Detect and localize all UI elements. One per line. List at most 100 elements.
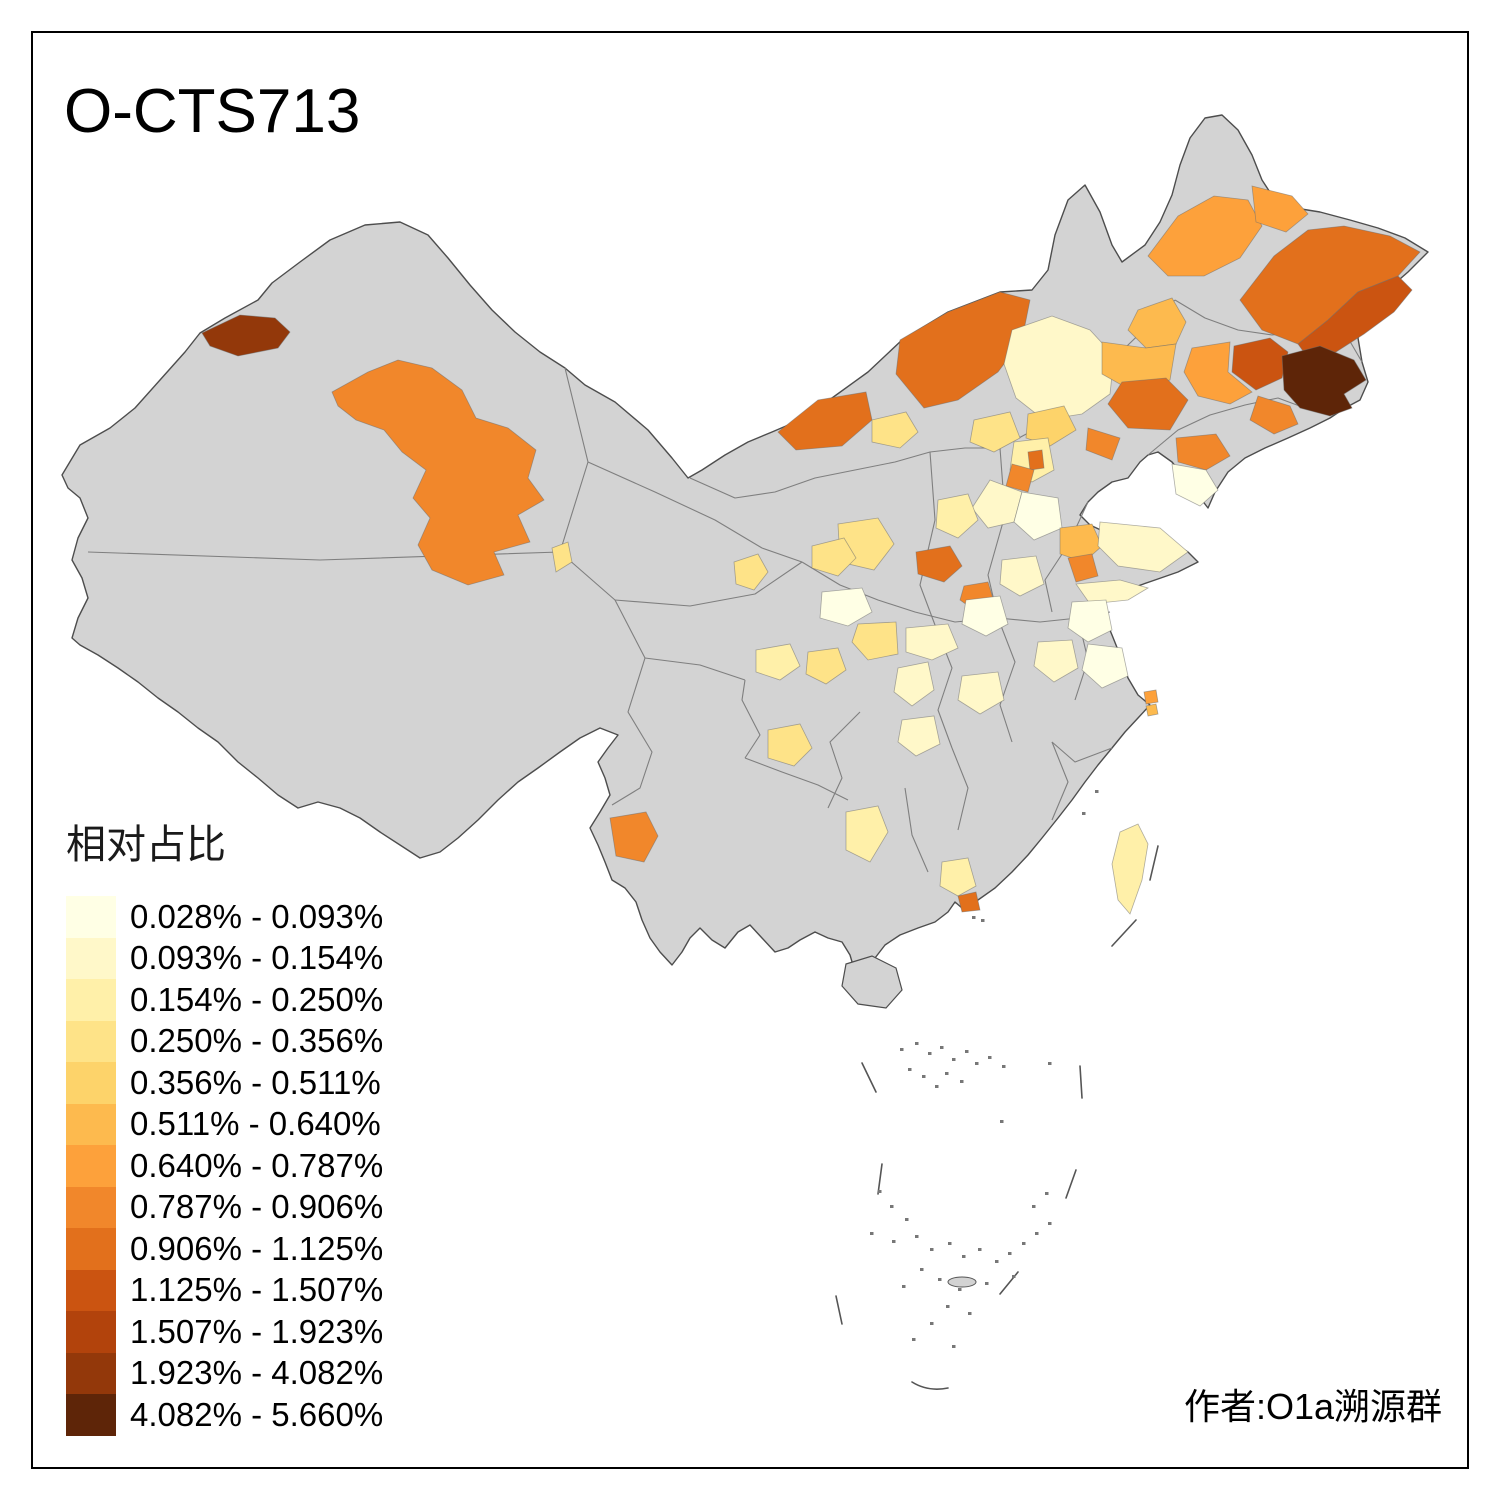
- region-anhui-pale: [1033, 639, 1079, 683]
- region-baoshan-yunnan: [609, 811, 659, 863]
- region-guizhou-pale: [845, 805, 889, 863]
- islet-dot: [912, 1338, 916, 1341]
- legend-title: 相对占比: [66, 823, 226, 867]
- legend-row: 1.125% - 1.507%: [66, 1269, 384, 1311]
- region-tonghua: [1249, 395, 1299, 435]
- legend-label: 0.154% - 0.250%: [130, 980, 384, 1018]
- legend-label: 0.511% - 0.640%: [130, 1105, 381, 1143]
- region-hulunbuir: [1147, 195, 1263, 277]
- legend-row: 0.787% - 0.906%: [66, 1186, 383, 1228]
- region-shandong-south-pale: [1075, 579, 1149, 605]
- legend-label: 1.923% - 4.082%: [130, 1354, 384, 1392]
- region-weifang-orange: [1067, 553, 1099, 583]
- legend-row: 0.250% - 0.356%: [66, 1020, 383, 1062]
- region-gansu-se: [851, 621, 899, 661]
- legend-swatch: [66, 1394, 116, 1436]
- islet-dot: [1048, 1062, 1052, 1065]
- map-title: O-CTS713: [64, 77, 361, 146]
- islet-dot: [952, 1058, 956, 1061]
- region-shanxi-north-orange: [915, 545, 963, 583]
- attribution-text: 作者:O1a溯源群: [1183, 1386, 1442, 1427]
- legend-row: 0.028% - 0.093%: [66, 896, 383, 938]
- region-jinzhong-pale: [935, 493, 979, 539]
- islet-dot: [958, 1288, 962, 1291]
- islet-dot: [945, 1072, 949, 1075]
- islet-dot: [960, 1080, 964, 1083]
- region-chengde: [1025, 405, 1077, 447]
- islet-dot: [1045, 1192, 1049, 1195]
- region-dalian-pale: [1171, 463, 1219, 507]
- region-hulunbuir-ne: [1251, 185, 1309, 233]
- islet-dot: [902, 1285, 906, 1288]
- region-shanghai-dot2: [1145, 703, 1159, 717]
- region-heilongjiang-west-band: [1239, 225, 1421, 345]
- region-west-liaoning: [1107, 377, 1189, 431]
- region-ankang-pale: [905, 623, 959, 661]
- islet-dot: [930, 1322, 934, 1325]
- region-hebei-pale1: [971, 479, 1023, 529]
- region-jiangsu-pale2: [1081, 643, 1129, 689]
- islet-large: [947, 1276, 977, 1288]
- legend-swatch: [66, 979, 116, 1021]
- islet-dot: [938, 1278, 942, 1281]
- region-shanghai-dot1: [1143, 689, 1159, 705]
- legend-row: 1.923% - 4.082%: [66, 1352, 384, 1394]
- region-chengdu: [805, 647, 847, 685]
- legend-row: 0.154% - 0.250%: [66, 979, 383, 1021]
- legend-row: 1.507% - 1.923%: [66, 1311, 383, 1353]
- region-chongqing-pale: [893, 661, 935, 707]
- plot-border: [31, 31, 1469, 1469]
- region-jilin-city: [1231, 337, 1289, 391]
- legend-label: 0.028% - 0.093%: [130, 897, 384, 935]
- legend-swatch: [66, 1103, 116, 1145]
- islet-dot: [1032, 1205, 1036, 1208]
- region-qinhuangdao: [1085, 427, 1121, 461]
- region-tianshui-pale: [819, 587, 873, 627]
- islet-dot: [988, 1056, 992, 1059]
- region-hami-sliver: [551, 541, 573, 573]
- islet-dot: [985, 1282, 989, 1285]
- region-shenyang: [1175, 433, 1231, 471]
- islet-dot: [978, 1248, 982, 1251]
- legend-swatch: [66, 1020, 116, 1062]
- south-china-sea-islets: [870, 790, 1099, 1348]
- islet-dot: [946, 1305, 950, 1308]
- islet-dot: [995, 1260, 999, 1263]
- islet-dot: [952, 1345, 956, 1348]
- islet-dot: [1082, 812, 1086, 815]
- islet-dot: [1095, 790, 1099, 793]
- region-songyuan: [1183, 341, 1253, 405]
- region-hebei-pale2: [1013, 491, 1063, 541]
- region-jiangsu-pale1: [1067, 599, 1113, 643]
- region-henan-pale2: [999, 555, 1045, 597]
- islet-dot: [905, 1218, 909, 1221]
- region-xinjiang-bayingol: [331, 359, 545, 586]
- islet-dot: [930, 1248, 934, 1251]
- legend-row: 0.906% - 1.125%: [66, 1228, 383, 1270]
- region-xining: [733, 553, 769, 591]
- islet-dot: [940, 1046, 944, 1049]
- islet-dot: [1035, 1232, 1039, 1235]
- legend-rows: 0.028% - 0.093% 0.093% - 0.154% 0.154% - 0…: [66, 896, 383, 1436]
- islet-dot: [920, 1268, 924, 1271]
- legend-label: 4.082% - 5.660%: [130, 1395, 384, 1433]
- province-borders: [87, 299, 1363, 873]
- islet-dot: [981, 919, 985, 922]
- islet-dot: [935, 1085, 939, 1088]
- legend-swatch: [66, 896, 116, 938]
- region-zhangjiakou: [969, 411, 1021, 453]
- legend-swatch: [66, 1186, 116, 1228]
- legend-swatch: [66, 1062, 116, 1104]
- islet-dot: [948, 1242, 952, 1245]
- legend-swatch: [66, 1269, 116, 1311]
- region-ordos-south-pale: [871, 411, 919, 449]
- islet-dot: [892, 1240, 896, 1243]
- legend-swatch: [66, 1311, 116, 1353]
- legend-row: 4.082% - 5.660%: [66, 1394, 383, 1436]
- region-pearl-delta-orange: [957, 891, 981, 913]
- legend-label: 1.125% - 1.507%: [130, 1271, 384, 1309]
- region-enshi: [767, 723, 813, 767]
- region-beijing-core: [1027, 449, 1045, 471]
- islet-dot: [972, 916, 976, 919]
